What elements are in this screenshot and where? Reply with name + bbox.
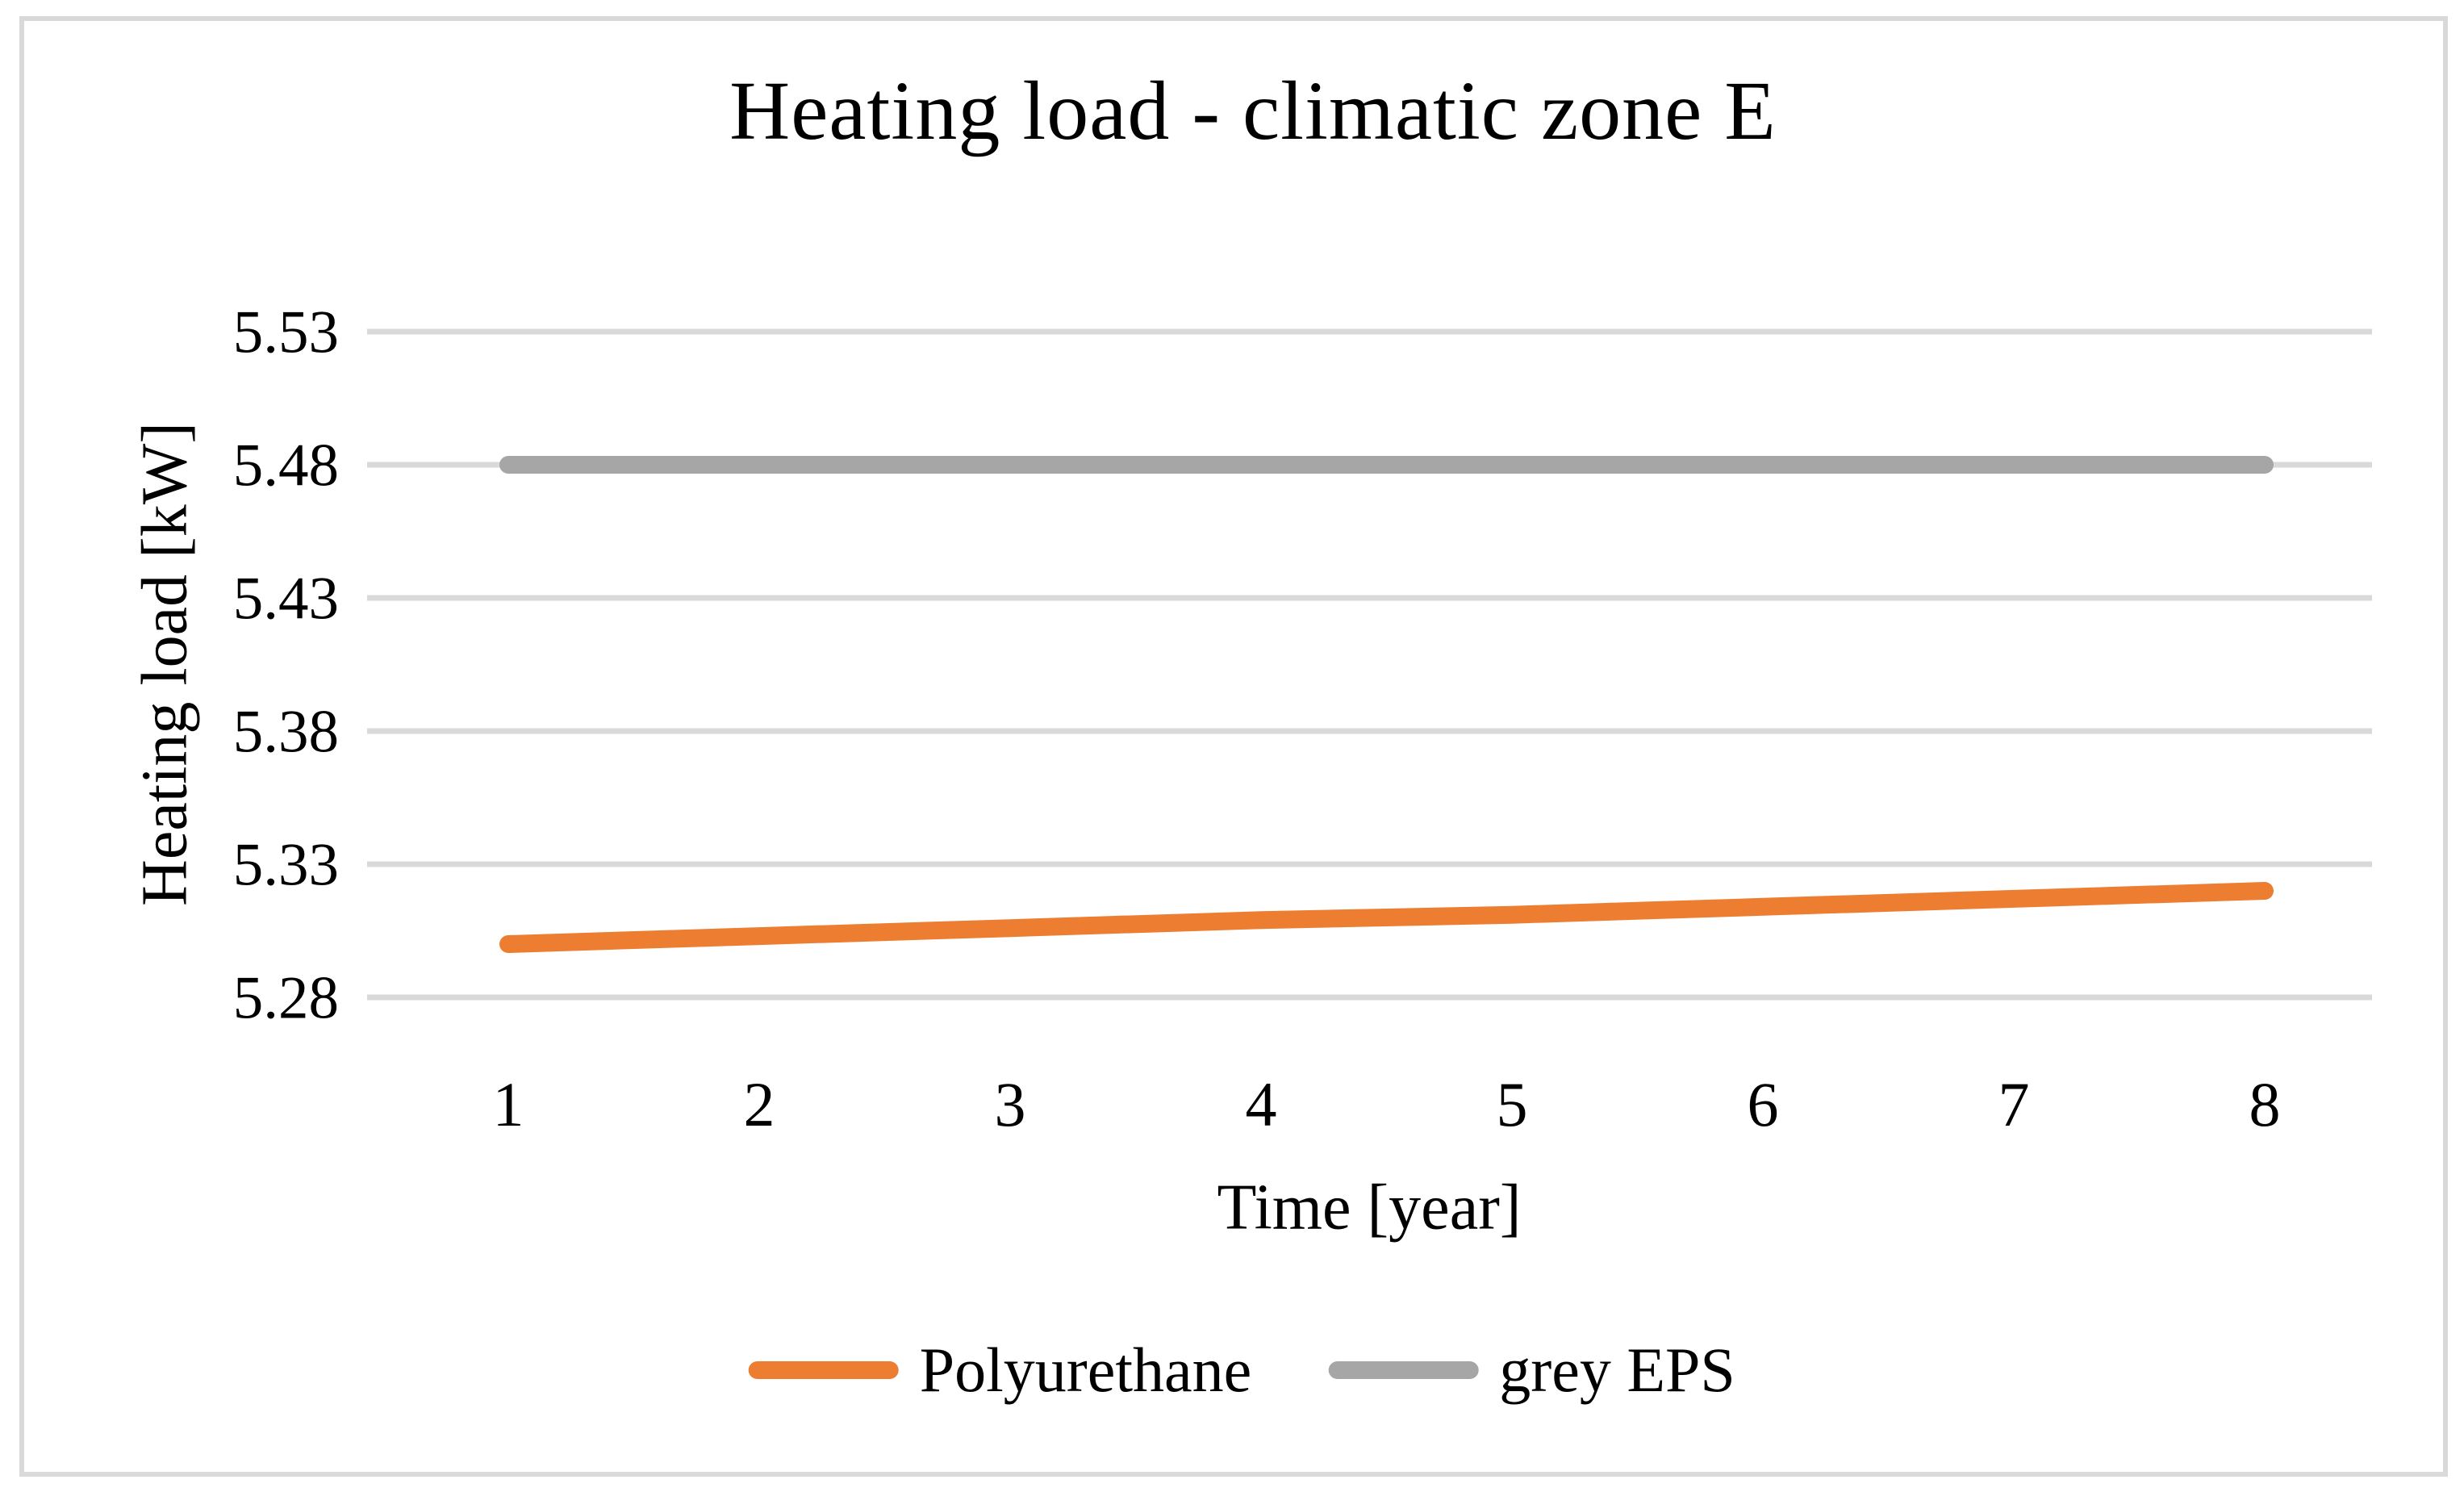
series-line-polyurethane — [499, 882, 2274, 953]
y-tick-label: 5.28 — [233, 965, 339, 1032]
x-tick-label: 8 — [2249, 1069, 2281, 1139]
legend: Polyurethane grey EPS — [748, 1334, 1735, 1406]
x-tick-label: 1 — [493, 1069, 524, 1139]
y-tick-label: 5.43 — [233, 566, 339, 633]
y-tick-label: 5.38 — [233, 699, 339, 766]
y-tick-label: 5.33 — [233, 832, 339, 899]
x-tick-label: 4 — [1246, 1069, 1277, 1139]
x-axis-title: Time [year] — [1217, 1172, 1522, 1243]
x-tick-label: 2 — [744, 1069, 775, 1139]
grey-eps-line-swatch-icon — [1328, 1361, 1479, 1379]
y-tick-label: 5.48 — [233, 433, 339, 499]
chart-title: Heating load - climatic zone E — [729, 65, 1777, 157]
x-tick-label: 5 — [1497, 1069, 1528, 1139]
x-tick-label: 3 — [995, 1069, 1026, 1139]
y-tick-label: 5.53 — [233, 299, 339, 366]
x-tick-label: 7 — [1998, 1069, 2030, 1139]
legend-item-grey-eps: grey EPS — [1328, 1334, 1735, 1406]
legend-label-polyurethane: Polyurethane — [919, 1335, 1252, 1405]
legend-item-polyurethane: Polyurethane — [748, 1334, 1252, 1406]
x-tick-label: 6 — [1748, 1069, 1779, 1139]
polyurethane-line-swatch-icon — [748, 1361, 899, 1379]
legend-label-grey-eps: grey EPS — [1499, 1335, 1735, 1405]
